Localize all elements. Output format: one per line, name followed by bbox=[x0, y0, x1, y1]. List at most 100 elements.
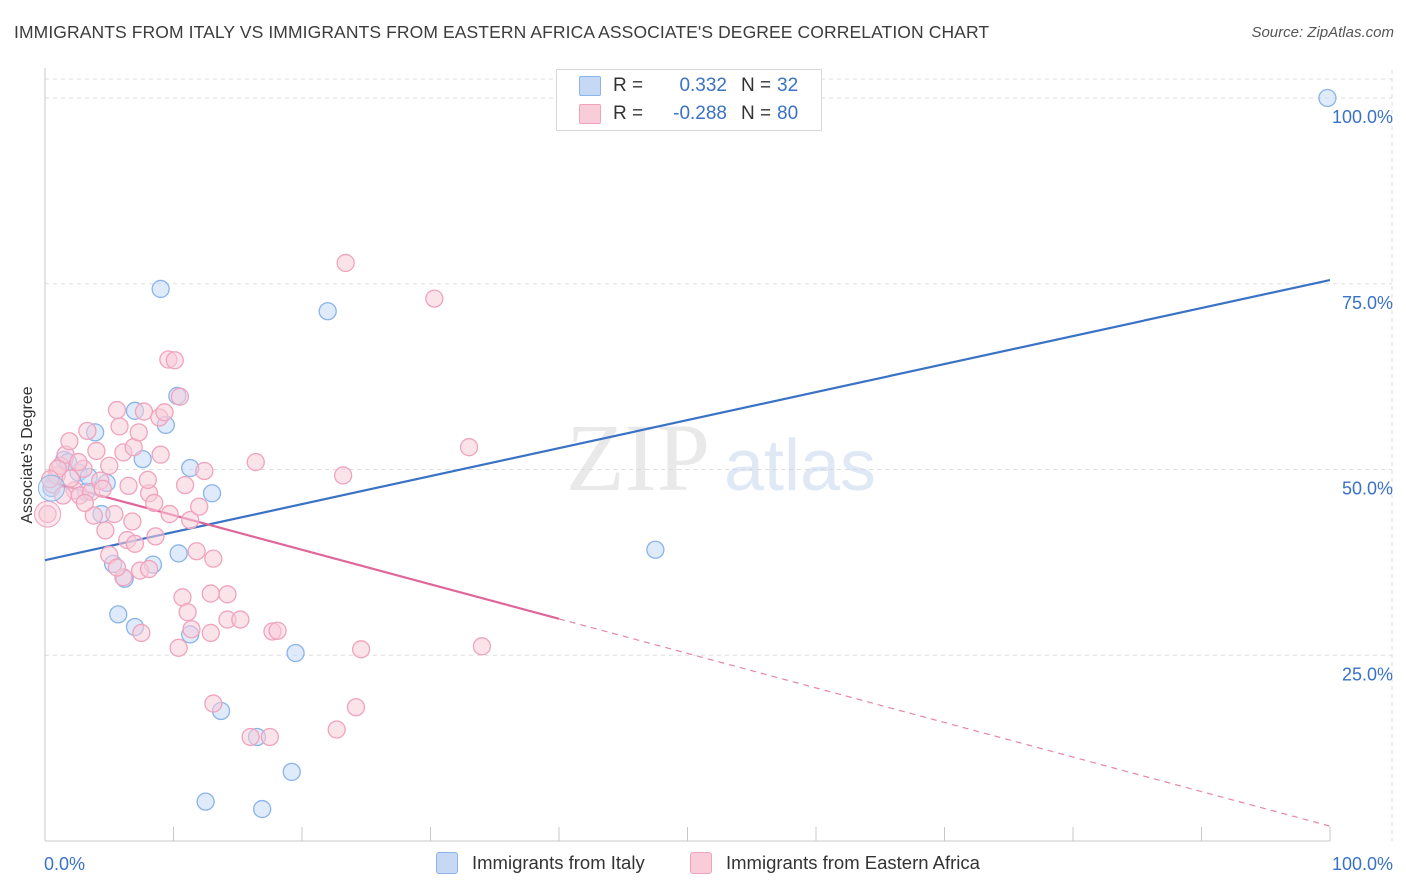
trend-line-solid-1 bbox=[44, 479, 560, 620]
data-point-eastern-africa bbox=[346, 698, 366, 717]
tick-labels: 25.0% 50.0% 75.0% 100.0% 0.0% 100.0% bbox=[44, 107, 1393, 874]
chart-title: IMMIGRANTS FROM ITALY VS IMMIGRANTS FROM… bbox=[14, 22, 990, 42]
data-point-eastern-africa bbox=[472, 637, 492, 656]
data-point-eastern-africa bbox=[178, 603, 197, 622]
data-point-eastern-africa bbox=[107, 400, 127, 420]
data-point-eastern-africa bbox=[155, 403, 174, 422]
data-point-eastern-africa bbox=[175, 475, 195, 495]
data-point-eastern-africa bbox=[204, 694, 223, 713]
data-point-eastern-africa bbox=[327, 720, 346, 739]
data-point-eastern-africa bbox=[145, 493, 164, 513]
legend-n-value: 80 bbox=[777, 103, 799, 124]
legend-swatch-italy bbox=[579, 76, 601, 96]
x-tick-label: 0.0% bbox=[44, 854, 85, 874]
x-tick-label: 100.0% bbox=[1332, 854, 1393, 874]
data-point-eastern-africa bbox=[84, 506, 103, 525]
source-label: Source: ZipAtlas.com bbox=[1251, 24, 1394, 41]
legend-n-value: 32 bbox=[777, 75, 799, 96]
data-point-italy bbox=[169, 544, 188, 563]
legend-swatch-eastern-africa bbox=[579, 104, 601, 124]
legend-r-value: -0.288 bbox=[673, 103, 727, 124]
legend-n-label: N = bbox=[741, 75, 772, 96]
data-point-italy bbox=[318, 302, 337, 321]
data-point-eastern-africa bbox=[110, 417, 129, 436]
data-point-eastern-africa bbox=[61, 469, 80, 488]
data-point-eastern-africa bbox=[107, 558, 127, 577]
legend-item-eastern-africa[interactable]: Immigrants from Eastern Africa bbox=[690, 852, 980, 874]
data-point-eastern-africa bbox=[75, 493, 94, 513]
data-point-eastern-africa bbox=[60, 432, 79, 451]
legend-label-italy: Immigrants from Italy bbox=[472, 852, 645, 873]
data-point-eastern-africa bbox=[132, 623, 151, 643]
legend-swatch-eastern-africa bbox=[690, 852, 712, 874]
data-point-eastern-africa bbox=[268, 621, 287, 640]
data-point-eastern-africa bbox=[351, 640, 371, 659]
data-point-eastern-africa bbox=[241, 727, 260, 747]
legend-r-label: R = bbox=[613, 75, 644, 96]
watermark-atlas: atlas bbox=[724, 426, 876, 506]
legend-swatch-italy bbox=[436, 852, 458, 874]
data-point-eastern-africa bbox=[125, 534, 145, 553]
data-point-italy bbox=[151, 279, 170, 299]
y-tick-label: 75.0% bbox=[1342, 293, 1393, 313]
data-point-eastern-africa bbox=[105, 504, 124, 524]
trend-line-dashed-1 bbox=[558, 618, 1331, 827]
legend-r-value: 0.332 bbox=[679, 75, 727, 96]
stats-legend: R = 0.332 N = 32 R = -0.288 N = 80 bbox=[556, 69, 822, 131]
legend-r-label: R = bbox=[613, 103, 644, 124]
data-point-italy bbox=[196, 792, 215, 811]
data-point-eastern-africa bbox=[138, 470, 157, 490]
data-point-italy bbox=[282, 762, 301, 782]
data-point-eastern-africa bbox=[119, 476, 138, 495]
data-point-eastern-africa bbox=[425, 289, 444, 308]
data-point-eastern-africa bbox=[139, 559, 159, 579]
trend-lines bbox=[44, 278, 1331, 827]
data-point-italy bbox=[109, 605, 128, 624]
data-point-eastern-africa bbox=[69, 452, 88, 472]
data-point-italy bbox=[646, 540, 665, 559]
data-point-eastern-africa bbox=[165, 351, 184, 370]
data-point-eastern-africa bbox=[333, 466, 353, 485]
data-point-eastern-africa bbox=[260, 727, 280, 747]
series-legend: Immigrants from Italy Immigrants from Ea… bbox=[0, 852, 1406, 876]
data-point-eastern-africa bbox=[93, 479, 112, 498]
legend-item-italy[interactable]: Immigrants from Italy bbox=[436, 852, 645, 874]
data-point-eastern-africa bbox=[218, 585, 237, 604]
trend-line-0 bbox=[44, 278, 1331, 562]
data-point-eastern-africa bbox=[182, 620, 201, 639]
data-point-eastern-africa bbox=[96, 521, 115, 540]
data-point-italy bbox=[1318, 88, 1337, 108]
data-point-eastern-africa bbox=[195, 461, 214, 481]
data-point-eastern-africa bbox=[187, 542, 206, 561]
data-point-eastern-africa bbox=[34, 500, 62, 528]
data-point-italy bbox=[253, 799, 272, 819]
y-tick-label: 100.0% bbox=[1332, 107, 1393, 127]
data-point-eastern-africa bbox=[204, 549, 223, 568]
data-point-italy bbox=[37, 474, 65, 502]
data-point-eastern-africa bbox=[181, 510, 200, 530]
data-point-italy bbox=[286, 643, 305, 663]
data-point-eastern-africa bbox=[38, 504, 57, 524]
legend-label-eastern-africa: Immigrants from Eastern Africa bbox=[726, 852, 980, 873]
legend-row-eastern-africa: R = -0.288 N = 80 bbox=[579, 101, 798, 127]
gridlines bbox=[45, 70, 1393, 841]
data-points bbox=[34, 88, 1337, 819]
data-point-eastern-africa bbox=[87, 441, 106, 461]
data-point-eastern-africa bbox=[100, 456, 119, 475]
data-point-eastern-africa bbox=[201, 623, 220, 643]
data-point-eastern-africa bbox=[78, 421, 97, 441]
data-point-italy bbox=[202, 484, 222, 503]
data-point-eastern-africa bbox=[201, 584, 220, 603]
legend-n-label: N = bbox=[741, 103, 772, 124]
y-tick-label: 50.0% bbox=[1342, 479, 1393, 499]
data-point-eastern-africa bbox=[336, 253, 355, 273]
data-point-eastern-africa bbox=[459, 438, 479, 457]
data-point-eastern-africa bbox=[129, 423, 148, 442]
data-point-eastern-africa bbox=[231, 610, 250, 629]
data-point-eastern-africa bbox=[246, 452, 265, 472]
legend-row-italy: R = 0.332 N = 32 bbox=[579, 73, 798, 99]
watermark: ZIP atlas bbox=[566, 404, 876, 511]
data-point-eastern-africa bbox=[53, 486, 73, 505]
data-point-eastern-africa bbox=[169, 638, 188, 657]
